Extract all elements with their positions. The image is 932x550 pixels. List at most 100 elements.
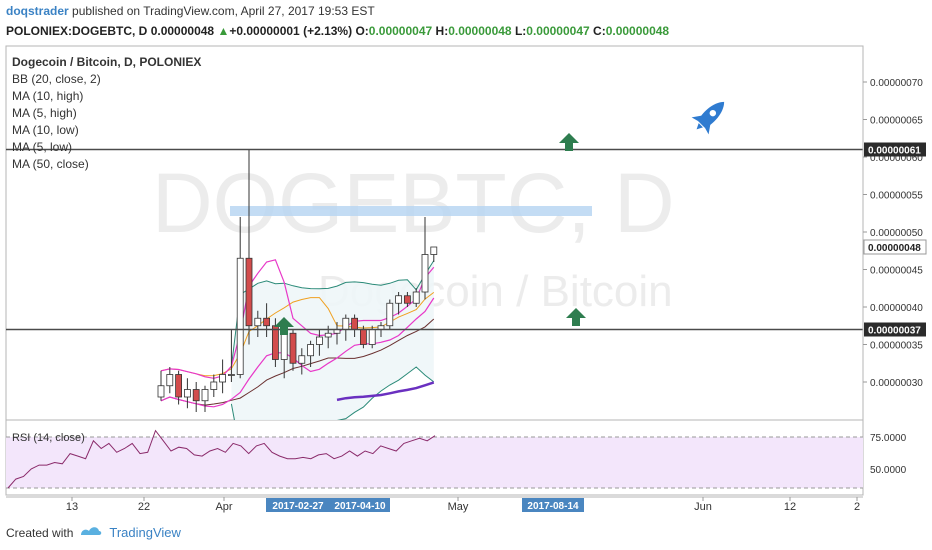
candle[interactable] xyxy=(183,378,191,409)
candle-body xyxy=(263,317,271,327)
candle[interactable] xyxy=(395,292,403,315)
price-label-box xyxy=(864,322,926,337)
candle-body xyxy=(210,381,218,390)
candle[interactable] xyxy=(245,149,253,345)
date-range-highlight[interactable] xyxy=(266,498,330,512)
up-arrow-icon[interactable] xyxy=(566,308,586,326)
close-label: C: xyxy=(593,24,606,38)
candle-body xyxy=(359,329,367,345)
price-tick-label: 0.00000050 xyxy=(870,228,923,239)
candle-body xyxy=(307,344,315,357)
resistance-zone-box[interactable] xyxy=(230,206,592,216)
candle-body xyxy=(368,329,376,345)
candle[interactable] xyxy=(254,310,262,337)
candle-body xyxy=(183,389,191,398)
published-info: published on TradingView.com, April 27, … xyxy=(72,4,375,18)
candle-body xyxy=(271,325,279,360)
candle-body xyxy=(395,295,403,304)
price-label-text: 0.00000061 xyxy=(868,146,921,157)
author-link[interactable]: doqstrader xyxy=(6,4,69,18)
close-value: 0.00000048 xyxy=(605,24,670,38)
price-tick-label: 0.00000030 xyxy=(870,378,923,389)
time-tick-label: Jun xyxy=(694,501,712,513)
candle-body xyxy=(219,374,227,383)
up-arrow-icon[interactable] xyxy=(274,317,294,335)
low-label: L: xyxy=(514,24,527,38)
candle[interactable] xyxy=(403,292,411,307)
legend-item[interactable]: MA (5, high) xyxy=(12,106,77,120)
time-axis[interactable]: 13 22 Apr May Jun 12 2 2017-02-27 2017-04-10 2017… xyxy=(66,497,860,513)
date-highlight-label: 2017-04-10 xyxy=(334,501,386,512)
up-arrow-icon[interactable] xyxy=(559,133,579,151)
legend-item[interactable]: MA (50, close) xyxy=(12,157,89,171)
candle-body xyxy=(245,257,253,327)
candle[interactable] xyxy=(227,329,235,383)
candle[interactable] xyxy=(157,370,165,401)
price-tick-label: 0.00000040 xyxy=(870,303,923,314)
bollinger-upper-line xyxy=(230,260,435,367)
watermark-symbol: DOGEBTC, D xyxy=(152,156,675,250)
candle-body xyxy=(157,385,165,398)
candle[interactable] xyxy=(298,348,306,375)
symbol-label: POLONIEX:DOGEBTC, D xyxy=(6,24,148,38)
date-highlight-label: 2017-08-14 xyxy=(527,501,579,512)
legend-item[interactable]: BB (20, close, 2) xyxy=(12,72,101,86)
low-value: 0.00000047 xyxy=(526,24,590,38)
candle[interactable] xyxy=(201,385,209,412)
rsi-tick-label: 50.0000 xyxy=(870,465,907,476)
price-label-text: 0.00000037 xyxy=(868,326,921,337)
ma-5-low-line xyxy=(160,297,435,408)
price-label-box xyxy=(864,142,926,157)
price-tick-label: 0.00000045 xyxy=(870,266,923,277)
date-range-highlight[interactable] xyxy=(522,498,584,512)
high-value: 0.00000048 xyxy=(448,24,512,38)
time-tick-label: 2 xyxy=(854,501,860,513)
candle-body xyxy=(342,317,350,330)
tradingview-logo-icon xyxy=(79,524,103,541)
date-range-highlight[interactable] xyxy=(330,498,390,512)
candle[interactable] xyxy=(219,359,227,394)
candlesticks[interactable] xyxy=(157,149,438,413)
legend-item[interactable]: Dogecoin / Bitcoin, D, POLONIEX xyxy=(12,55,201,69)
rsi-axis: 75.0000 50.0000 xyxy=(870,433,907,476)
time-tick-label: 13 xyxy=(66,501,78,513)
time-tick-label: 12 xyxy=(784,501,796,513)
price-label-box xyxy=(863,239,927,255)
rsi-tick-label: 75.0000 xyxy=(870,433,907,444)
candle[interactable] xyxy=(192,382,200,412)
candle[interactable] xyxy=(175,370,183,405)
candle[interactable] xyxy=(307,340,315,367)
candle-body xyxy=(175,374,183,398)
publisher-line: doqstrader published on TradingView.com,… xyxy=(6,4,375,18)
candle-body xyxy=(324,332,332,338)
tradingview-brand-link[interactable]: TradingView xyxy=(109,525,181,540)
legend-item[interactable]: MA (5, low) xyxy=(12,140,72,154)
candle[interactable] xyxy=(386,299,394,330)
candle-body xyxy=(421,254,429,293)
candle[interactable] xyxy=(166,367,174,394)
indicator-legend[interactable]: Dogecoin / Bitcoin, D, POLONIEX BB (20, c… xyxy=(12,55,201,171)
candle-body xyxy=(227,374,235,376)
candle[interactable] xyxy=(430,246,438,262)
bollinger-band-fill xyxy=(231,260,434,420)
last-price: 0.00000048 xyxy=(150,24,215,38)
candle[interactable] xyxy=(289,329,297,371)
price-tick-label: 0.00000065 xyxy=(870,116,923,127)
horizontal-lines[interactable] xyxy=(6,148,863,331)
candle[interactable] xyxy=(412,288,420,307)
candle[interactable] xyxy=(315,329,323,356)
open-label: O: xyxy=(355,24,369,38)
candle-body xyxy=(166,374,174,387)
footer: Created with TradingView xyxy=(6,524,181,541)
candle[interactable] xyxy=(263,303,271,337)
candle-body xyxy=(201,389,209,402)
candle-body xyxy=(236,257,244,375)
candle[interactable] xyxy=(210,374,218,398)
legend-item[interactable]: MA (10, high) xyxy=(12,89,83,103)
bollinger-lower-line xyxy=(230,366,435,420)
legend-item[interactable]: MA (10, low) xyxy=(12,123,79,137)
candle[interactable] xyxy=(236,217,244,379)
price-axis[interactable]: 0.00000070 0.00000065 0.00000060 0.00000055… xyxy=(862,46,927,495)
candle[interactable] xyxy=(421,217,429,300)
